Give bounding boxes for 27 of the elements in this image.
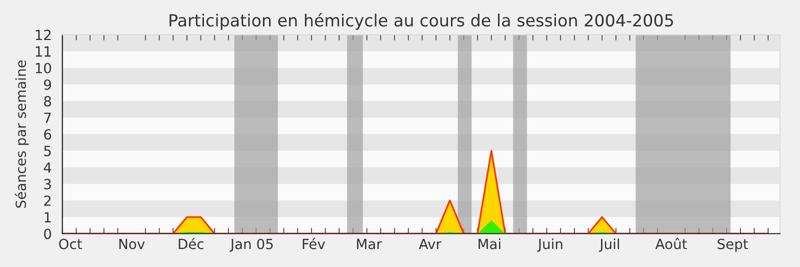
y-tick-label: 3 (44, 178, 51, 190)
y-tick-label: 10 (36, 62, 52, 74)
x-tick-label: Sept (718, 238, 748, 252)
y-tick-label: 1 (44, 212, 51, 222)
y-tick-label: 6 (44, 129, 52, 140)
x-tick-label: Mar (357, 238, 382, 250)
y-tick-label: 12 (36, 30, 51, 40)
y-axis-title: Séances par semaine (14, 60, 29, 208)
y-tick-label: 0 (44, 228, 52, 240)
x-tick-label: Avr (418, 238, 442, 250)
x-tick-label: Août (655, 238, 687, 250)
x-tick-label: Nov (119, 238, 145, 250)
x-tick-label: Juin (537, 238, 562, 252)
y-tick-label: 2 (44, 195, 51, 206)
x-tick-label: Juil (598, 238, 619, 252)
y-tick-label: 11 (36, 46, 51, 57)
y-tick-label: 7 (44, 112, 51, 123)
x-tick-label: Déc (178, 238, 204, 250)
y-tick-label: 9 (44, 79, 52, 90)
x-tick-label: Jan 05 (230, 238, 273, 252)
y-tick-label: 4 (44, 162, 52, 173)
chart-title: Participation en hémicycle au cours de la session 2004-2005 (170, 13, 673, 30)
y-tick-label: 5 (44, 146, 51, 156)
x-tick-label: Fév (302, 238, 326, 250)
x-tick-label: Oct (59, 238, 82, 250)
y-tick-label: 8 (44, 96, 52, 106)
x-tick-label: Mai (478, 238, 500, 250)
